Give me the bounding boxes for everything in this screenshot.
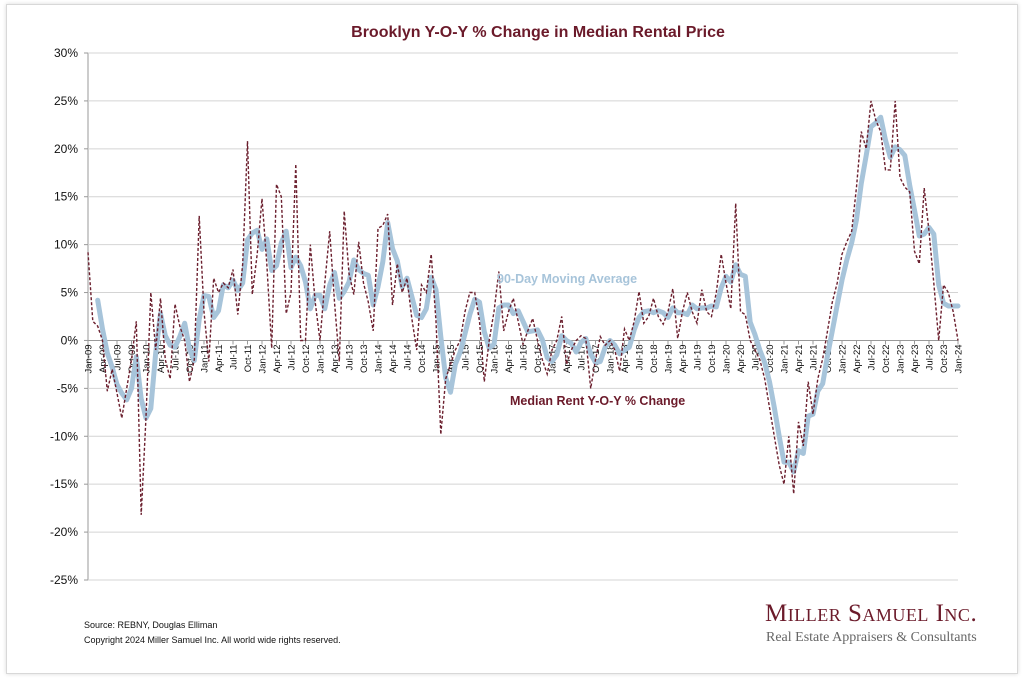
x-tick-label: Jul-12 [287,344,298,370]
x-tick-label: Jul-17 [577,344,588,370]
series-line-moving-average [95,114,961,475]
x-tick-label: Jul-20 [751,344,762,370]
x-tick-label: Apr-12 [272,344,283,373]
y-tick-label: 10% [54,238,78,252]
x-tick-label: Jul-23 [925,344,936,370]
y-tick-label: 5% [61,286,79,300]
y-tick-label: 0% [61,333,79,347]
annotation-median-rent: Median Rent Y-O-Y % Change [510,394,685,408]
source-note: Source: REBNY, Douglas Elliman [84,620,218,630]
x-tick-label: Apr-09 [98,344,109,373]
x-tick-label: Apr-10 [156,344,167,373]
x-tick-label: Apr-14 [388,344,399,373]
y-tick-label: -25% [50,573,78,587]
x-tick-label: Apr-22 [852,344,863,373]
chart-title: Brooklyn Y-O-Y % Change in Median Rental… [351,24,725,41]
x-tick-label: Oct-14 [417,344,428,373]
x-tick-label: Apr-21 [794,344,805,373]
x-tick-label: Jul-16 [519,344,530,370]
x-tick-label: Jan-09 [84,344,95,373]
x-tick-label: Oct-19 [707,344,718,373]
x-tick-label: Oct-13 [359,344,370,373]
x-tick-label: Jan-13 [316,344,327,373]
x-tick-label: Jan-11 [200,344,211,372]
x-tick-label: Jan-24 [954,344,965,373]
x-tick-label: Jan-20 [722,344,733,373]
x-tick-label: Jan-16 [490,344,501,373]
copyright-note: Copyright 2024 Miller Samuel Inc. All wo… [84,635,341,645]
x-tick-label: Jul-21 [809,344,820,370]
x-tick-label: Oct-16 [533,344,544,373]
x-tick-label: Jan-14 [374,344,385,373]
x-tick-label: Jan-21 [780,344,791,373]
x-tick-label: Apr-23 [910,344,921,373]
x-tick-label: Jul-14 [403,344,414,370]
x-axis: Jan-09 Apr-09 Jul-09 Oct-09 Jan-10 Apr-10 Jul-… [84,340,965,374]
x-tick-label: Apr-17 [562,344,573,373]
x-tick-label: Apr-13 [330,344,341,373]
x-tick-label: Apr-18 [620,344,631,373]
x-tick-label: Apr-11 [214,344,225,372]
y-tick-label: 20% [54,142,78,156]
y-tick-label: -20% [50,525,78,539]
y-tick-label: -10% [50,429,78,443]
x-tick-label: Oct-22 [881,344,892,373]
y-tick-label: 30% [54,46,78,60]
x-tick-label: Jul-22 [867,344,878,370]
x-tick-label: Jan-19 [664,344,675,373]
chart-card [6,4,1018,674]
x-tick-label: Oct-10 [185,344,196,373]
x-tick-label: Apr-19 [678,344,689,373]
y-tick-label: 25% [54,94,78,108]
x-tick-label: Oct-09 [127,344,138,373]
x-tick-label: Jan-22 [838,344,849,373]
y-tick-label: -5% [57,381,79,395]
annotation-moving-average: 90-Day Moving Average [497,272,637,286]
series-lines [87,100,961,515]
y-axis: 30% 25% 20% 15% 10% 5% 0% -5% -10% -15% -20% -25% [50,46,78,587]
x-tick-label: Jul-19 [693,344,704,370]
logo-name: Miller Samuel Inc. [765,600,978,627]
y-tick-label: -15% [50,477,78,491]
x-tick-label: Oct-20 [765,344,776,373]
x-tick-label: Jan-23 [896,344,907,373]
x-tick-label: Jul-10 [171,344,182,370]
x-tick-label: Oct-17 [591,344,602,373]
x-tick-label: Oct-18 [649,344,660,373]
y-tick-label: 15% [54,190,78,204]
logo-tagline: Real Estate Appraisers & Consultants [766,630,977,645]
x-tick-label: Apr-16 [504,344,515,373]
x-tick-label: Jul-18 [635,344,646,370]
x-tick-label: Oct-23 [939,344,950,373]
x-tick-label: Apr-20 [736,344,747,373]
x-tick-label: Apr-15 [446,344,457,373]
x-tick-label: Jul-13 [345,344,356,370]
x-tick-label: Jul-11 [229,344,240,369]
x-tick-label: Oct-15 [475,344,486,373]
x-tick-label: Oct-11 [243,344,254,372]
x-tick-label: Jan-18 [606,344,617,373]
x-tick-label: Jul-09 [113,344,124,370]
series-line-median-rent [87,100,959,515]
x-tick-label: Jan-10 [142,344,153,373]
x-tick-label: Jan-15 [432,344,443,373]
x-tick-label: Oct-12 [301,344,312,373]
x-tick-label: Jan-12 [258,344,269,373]
x-tick-label: Jul-15 [461,344,472,370]
